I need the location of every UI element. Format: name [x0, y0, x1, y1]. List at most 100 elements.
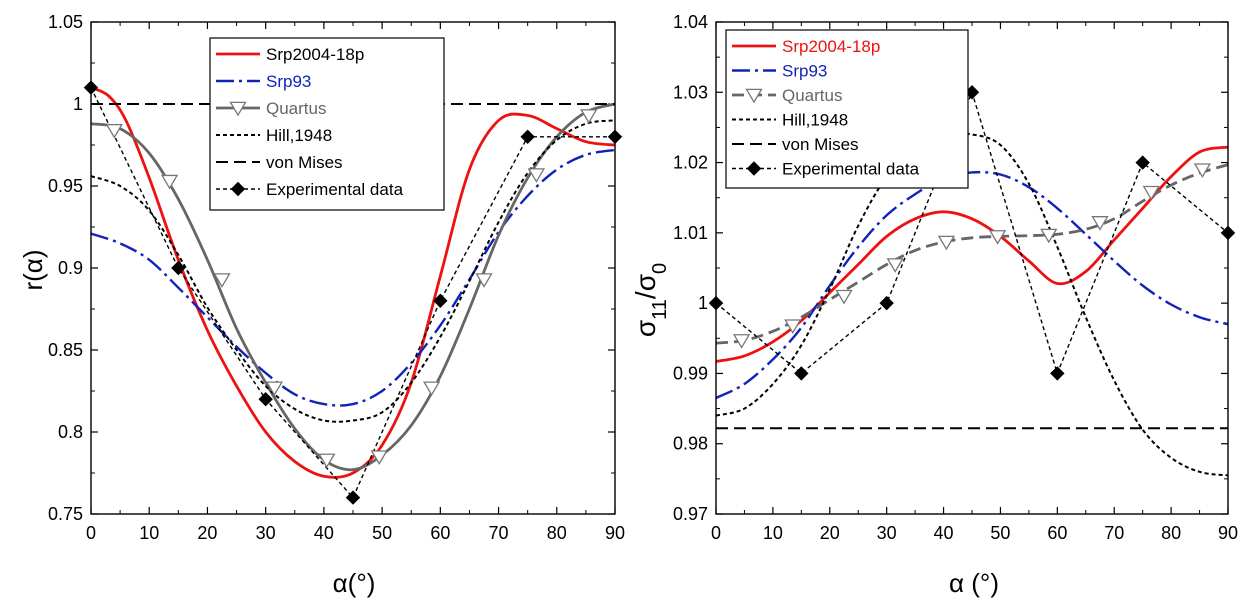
- series-marker-left-2-9: [580, 109, 598, 124]
- x-tick-label-left-2: 20: [197, 523, 217, 543]
- series-marker-right-2-6: [1040, 228, 1058, 244]
- series-marker-left-2-1: [160, 174, 179, 190]
- series-marker-left-2-4: [318, 453, 336, 469]
- legend-label-right-1: Srp93: [782, 62, 827, 81]
- x-axis-label-left: α(°): [333, 568, 376, 598]
- y-tick-label-left-3: 0.9: [58, 258, 83, 278]
- legend-marker-right-2: [745, 88, 763, 104]
- y-label-sub-11: 11: [649, 299, 671, 320]
- x-tick-label-left-1: 10: [139, 523, 159, 543]
- x-tick-label-left-6: 60: [430, 523, 450, 543]
- series-marker-right-2-0: [732, 334, 751, 349]
- series-marker-right-2-3: [886, 258, 904, 273]
- y-axis-label-right: σ11/σ0: [630, 263, 671, 337]
- x-tick-label-right-5: 50: [990, 523, 1010, 543]
- chart-sigma-ratio: σ11/σ0 α (°) 0 10 20 30 40 50 60 70 80 90 0.97 0.98…: [630, 12, 1238, 598]
- series-marker-right-2-9: [1193, 163, 1212, 179]
- y-tick-label-right-5: 1.02: [673, 153, 708, 173]
- y-tick-label-right-6: 1.03: [673, 82, 708, 102]
- x-axis-label-right: α (°): [949, 568, 999, 598]
- y-tick-label-right-4: 1.01: [673, 223, 708, 243]
- x-tick-label-right-8: 80: [1161, 523, 1181, 543]
- series-line-right-2: [716, 163, 1228, 345]
- series-marker-right-5-1: [794, 366, 809, 381]
- y-tick-label-right-1: 0.98: [673, 434, 708, 454]
- x-tick-label-right-2: 20: [820, 523, 840, 543]
- y-tick-label-left-6: 1.05: [48, 12, 83, 32]
- series-marker-left-5-3: [345, 490, 361, 505]
- x-tick-label-left-3: 30: [256, 523, 276, 543]
- legend-label-left-0: Srp2004-18p: [266, 45, 364, 64]
- y-label-sigma: σ: [630, 320, 661, 337]
- series-line-left-2: [91, 102, 615, 472]
- x-tick-label-right-0: 0: [711, 523, 721, 543]
- legend-label-left-5: Experimental data: [266, 180, 404, 199]
- plot-frame-right: [715, 21, 1229, 515]
- legend-label-right-5: Experimental data: [782, 160, 920, 179]
- legend-box-right: [725, 29, 969, 189]
- x-tick-label-left-9: 90: [605, 523, 625, 543]
- legend-left: Srp2004-18p Srp93 Quartus Hill,1948 von Mise…: [209, 37, 445, 211]
- legend-label-left-1: Srp93: [266, 72, 311, 91]
- legend-label-left-3: Hill,1948: [266, 126, 332, 145]
- legend-right: Srp2004-18p Srp93 Quartus Hill,1948 von Mise…: [725, 29, 969, 189]
- legend-label-right-2: Quartus: [782, 86, 842, 105]
- series-marker-left-2-3: [265, 381, 284, 397]
- series-marker-left-5-1: [171, 260, 186, 276]
- legend-marker-right-5: [746, 161, 762, 176]
- series-line-right-1: [716, 170, 1228, 400]
- series-marker-right-2-1: [784, 319, 802, 335]
- legend-label-right-0: Srp2004-18p: [782, 37, 880, 56]
- y-label-slash-sigma: /σ: [630, 274, 661, 299]
- series-marker-right-5-4: [1050, 366, 1065, 381]
- series-marker-left-2-5: [370, 450, 388, 466]
- x-tick-label-left-8: 80: [547, 523, 567, 543]
- series-marker-right-2-4: [937, 235, 956, 251]
- y-axis-label-left: r(α): [18, 249, 48, 290]
- y-tick-label-right-3: 1: [698, 293, 708, 313]
- legend-label-right-4: von Mises: [782, 135, 859, 154]
- x-tick-label-right-4: 40: [934, 523, 954, 543]
- legend-marker-left-5: [230, 181, 246, 197]
- x-tick-label-left-7: 70: [489, 523, 509, 543]
- x-tick-label-right-7: 70: [1104, 523, 1124, 543]
- series-marker-left-5-2: [258, 391, 273, 407]
- series-marker-right-2-7: [1091, 216, 1109, 231]
- series-marker-right-2-2: [835, 289, 853, 305]
- series-line-left-3: [91, 119, 615, 423]
- legend-label-left-4: von Mises: [266, 153, 343, 172]
- y-tick-label-left-4: 0.95: [48, 176, 83, 196]
- x-tick-label-left-0: 0: [86, 523, 96, 543]
- y-tick-label-left-2: 0.85: [48, 340, 83, 360]
- series-marker-right-2-5: [988, 230, 1007, 245]
- x-tick-label-right-9: 90: [1218, 523, 1238, 543]
- y-tick-label-right-2: 0.99: [673, 363, 708, 383]
- series-marker-left-2-7: [475, 273, 493, 288]
- y-tick-label-left-5: 1: [73, 94, 83, 114]
- x-tick-label-right-1: 10: [763, 523, 783, 543]
- series-line-right-0: [716, 145, 1228, 363]
- series-marker-right-2-8: [1142, 185, 1160, 201]
- y-tick-label-right-7: 1.04: [673, 12, 708, 32]
- series-marker-left-2-6: [422, 381, 441, 397]
- x-tick-label-left-5: 50: [372, 523, 392, 543]
- chart-r-alpha: r(α) α(°) 0 10 20 30 40 50 60 70 80 90 0.75 0.8 0.85…: [18, 12, 625, 598]
- series-marker-left-2-2: [213, 273, 231, 288]
- x-tick-label-right-6: 60: [1047, 523, 1067, 543]
- legend-box-left: [209, 37, 445, 211]
- y-tick-label-left-1: 0.8: [58, 422, 83, 442]
- plot-frame-left: [90, 21, 616, 515]
- series-marker-left-5-4: [433, 293, 448, 309]
- legend-marker-left-2: [229, 101, 247, 117]
- y-tick-label-left-0: 0.75: [48, 504, 83, 524]
- y-tick-label-right-0: 0.97: [673, 504, 708, 524]
- series-marker-left-2-8: [527, 168, 546, 183]
- x-tick-label-left-4: 40: [314, 523, 334, 543]
- series-line-left-1: [91, 148, 615, 407]
- series-marker-right-5-2: [879, 295, 894, 311]
- series-line-right-3: [716, 131, 1228, 477]
- x-tick-label-right-3: 30: [877, 523, 897, 543]
- legend-label-right-3: Hill,1948: [782, 111, 848, 130]
